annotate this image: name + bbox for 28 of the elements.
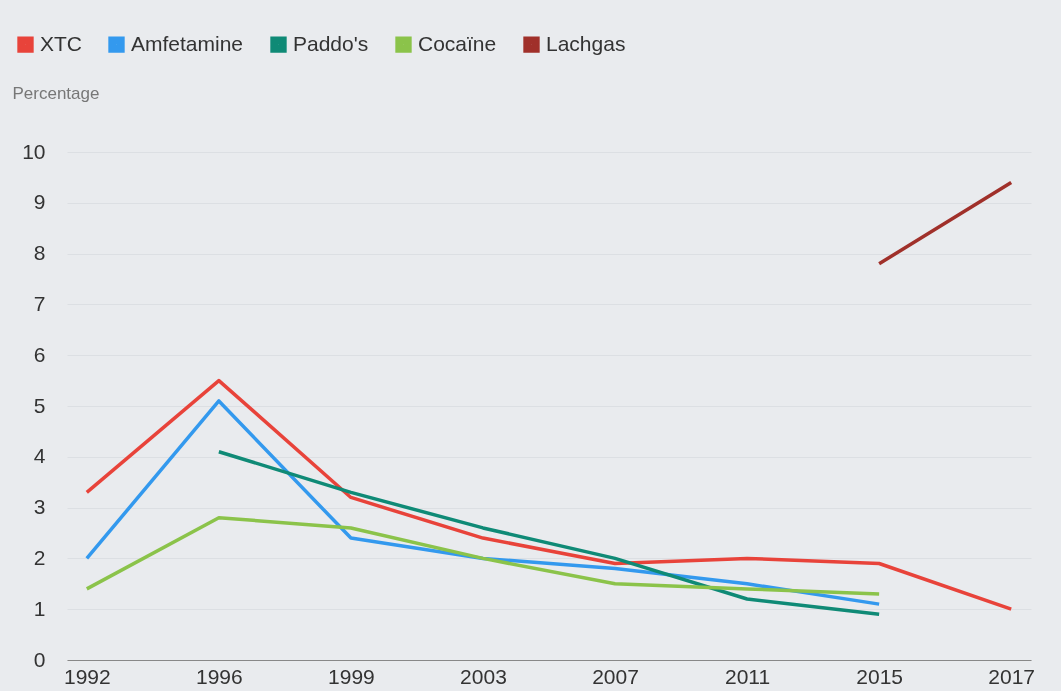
x-tick-label: 2015 [856, 664, 903, 688]
line-series [85, 378, 1013, 611]
y-tick-label: 7 [33, 291, 46, 315]
y-tick-label: 2 [33, 545, 46, 569]
y-tick-label: 5 [33, 393, 46, 417]
legend-label: Cocaïne [418, 31, 497, 55]
line-series [85, 516, 881, 596]
legend-label: Paddo's [293, 31, 369, 55]
x-tick-label: 2007 [592, 664, 639, 688]
line-series [217, 449, 881, 617]
legend-label: Amfetamine [131, 31, 244, 55]
y-tick-label: 3 [33, 495, 46, 519]
x-tick-label: 1992 [63, 664, 111, 688]
y-tick-label: 6 [33, 342, 46, 366]
y-tick-label: 10 [22, 139, 46, 163]
y-tick-label: 1 [33, 596, 46, 620]
y-tick-label: 9 [33, 190, 46, 214]
x-tick-label: 2003 [460, 664, 507, 688]
x-tick-label: 2017 [988, 664, 1036, 688]
y-tick-label: 8 [33, 241, 46, 265]
x-tick-label: 1999 [328, 664, 375, 688]
x-tick-label: 2011 [725, 664, 771, 688]
x-tick-label: 1996 [196, 664, 243, 688]
legend-label: XTC [40, 31, 82, 55]
legend-label: Lachgas [546, 31, 626, 55]
y-axis-title: Percentage [12, 83, 100, 103]
y-tick-label: 4 [33, 444, 46, 468]
y-tick-label: 0 [33, 647, 46, 671]
